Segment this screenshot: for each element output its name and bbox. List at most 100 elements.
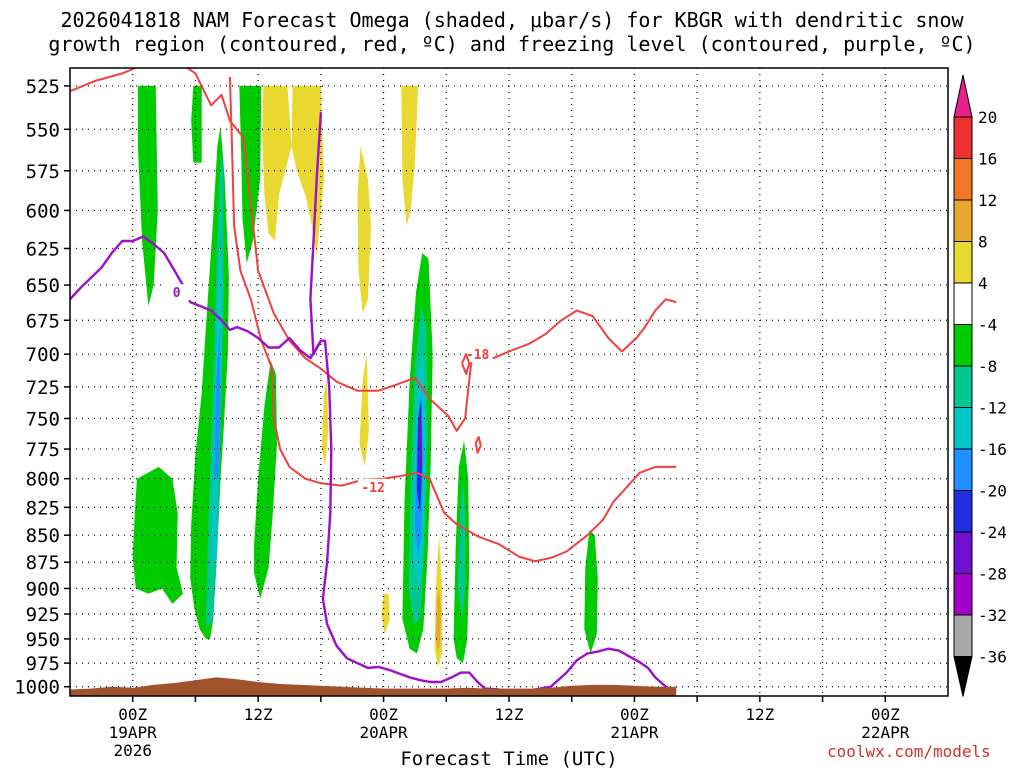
contour-lines: -18 -12 0 xyxy=(70,68,677,693)
y-tick-label: 1000 xyxy=(14,677,60,699)
y-tick-label: 850 xyxy=(26,525,60,547)
y-tick-label: 525 xyxy=(26,76,60,98)
colorbar-label: -16 xyxy=(978,440,1007,459)
colorbar-label: -36 xyxy=(978,648,1007,667)
omega-ascent-region xyxy=(418,406,422,467)
omega-descent-region xyxy=(262,85,292,242)
x-tick-label: 00Z xyxy=(369,705,398,724)
y-tick-label: 625 xyxy=(26,238,60,260)
colorbar-segment xyxy=(953,116,973,159)
y-tick-label: 875 xyxy=(26,552,60,574)
y-tick-label: 925 xyxy=(26,604,60,626)
colorbar-segment xyxy=(953,365,973,408)
y-tick-label: 825 xyxy=(26,497,60,519)
colorbar-label: 20 xyxy=(978,108,997,127)
x-tick-label: 00Z xyxy=(118,705,147,724)
colorbar-label: -4 xyxy=(978,316,997,335)
omega-ascent-region xyxy=(137,85,158,307)
omega-ascent-region xyxy=(457,478,466,620)
title-line-2: growth region (contoured, red, ºC) and f… xyxy=(48,32,976,56)
colorbar-segment xyxy=(953,241,973,284)
colorbar-segment xyxy=(953,573,973,616)
colorbar-label: -24 xyxy=(978,523,1007,542)
chart-title: 2026041818 NAM Forecast Omega (shaded, μ… xyxy=(0,8,1024,56)
x-tick-label: 00Z xyxy=(871,705,900,724)
x-tick-label: 22APR xyxy=(861,723,910,742)
colorbar-bottom-arrow xyxy=(953,656,973,697)
y-tick-label: 750 xyxy=(26,408,60,430)
grid-lines xyxy=(70,68,948,696)
contour-label-bg xyxy=(462,346,493,363)
colorbar-segment xyxy=(953,199,973,242)
y-tick-label: 975 xyxy=(26,653,60,675)
omega-descent-region xyxy=(435,588,442,654)
temperature-contour xyxy=(70,68,677,432)
y-tick-label: 775 xyxy=(26,439,60,461)
omega-descent-region xyxy=(359,354,369,467)
x-tick-label: 19APR xyxy=(109,723,158,742)
omega-descent-region xyxy=(381,593,390,634)
colorbar-segment xyxy=(953,448,973,491)
temperature-contour xyxy=(228,76,677,563)
y-tick-label: 600 xyxy=(26,200,60,222)
contour-label: -12 xyxy=(361,481,384,496)
omega-ascent-region xyxy=(239,85,262,264)
x-tick-label: 00Z xyxy=(620,705,649,724)
y-tick-label: 950 xyxy=(26,629,60,651)
x-axis-label: Forecast Time (UTC) xyxy=(400,748,617,768)
omega-ascent-region xyxy=(584,529,598,654)
contour-label-bg xyxy=(358,478,389,495)
contour-label: -18 xyxy=(466,348,490,363)
x-tick-label: 12Z xyxy=(745,705,774,724)
omega-ascent-region xyxy=(254,360,277,599)
omega-ascent-region xyxy=(214,327,221,479)
x-tick-label: 12Z xyxy=(244,705,273,724)
colorbar-segment xyxy=(953,531,973,574)
freezing-level-contour xyxy=(309,112,323,356)
y-tick-label: 675 xyxy=(26,310,60,332)
colorbar-label: -20 xyxy=(978,482,1007,501)
omega-shading xyxy=(132,85,598,668)
omega-descent-region xyxy=(401,85,419,226)
y-tick-label: 725 xyxy=(26,377,60,399)
temperature-contour xyxy=(461,353,471,375)
colorbar-label: 16 xyxy=(978,150,997,169)
omega-descent-region xyxy=(357,146,371,314)
colorbar-segment xyxy=(953,407,973,450)
x-tick-label: 20APR xyxy=(359,723,408,742)
terrain-surface xyxy=(70,677,677,696)
colorbar-label: -8 xyxy=(978,357,997,376)
colorbar-segment xyxy=(953,158,973,201)
omega-ascent-region xyxy=(191,85,202,163)
x-tick-label: 2026 xyxy=(113,741,152,760)
omega-ascent-region xyxy=(132,466,183,604)
colorbar-label: -28 xyxy=(978,565,1007,584)
contour-label: 0 xyxy=(173,286,181,301)
temperature-contour xyxy=(474,436,482,454)
colorbar-top-arrow xyxy=(953,74,973,118)
terrain-fill xyxy=(70,677,677,696)
omega-descent-region xyxy=(321,380,329,467)
y-tick-label: 800 xyxy=(26,469,60,491)
colorbar-segment xyxy=(953,614,973,657)
colorbar-segment xyxy=(953,282,973,325)
freezing-level-contour xyxy=(70,235,677,693)
y-tick-label: 900 xyxy=(26,578,60,600)
colorbar-label: 8 xyxy=(978,233,988,252)
colorbar-label: 4 xyxy=(978,274,988,293)
y-tick-label: 700 xyxy=(26,344,60,366)
colorbar-segment xyxy=(953,324,973,367)
y-tick-label: 650 xyxy=(26,275,60,297)
contour-label-bg xyxy=(161,284,192,301)
colorbar-label: -32 xyxy=(978,606,1007,625)
x-tick-label: 12Z xyxy=(495,705,524,724)
colorbar-segment xyxy=(953,490,973,533)
site-credit: coolwx.com/models xyxy=(827,742,991,761)
y-tick-label: 550 xyxy=(26,119,60,141)
title-line-1: 2026041818 NAM Forecast Omega (shaded, μ… xyxy=(60,8,964,32)
y-tick-label: 575 xyxy=(26,161,60,183)
colorbar-label: -12 xyxy=(978,399,1007,418)
x-tick-label: 21APR xyxy=(610,723,659,742)
